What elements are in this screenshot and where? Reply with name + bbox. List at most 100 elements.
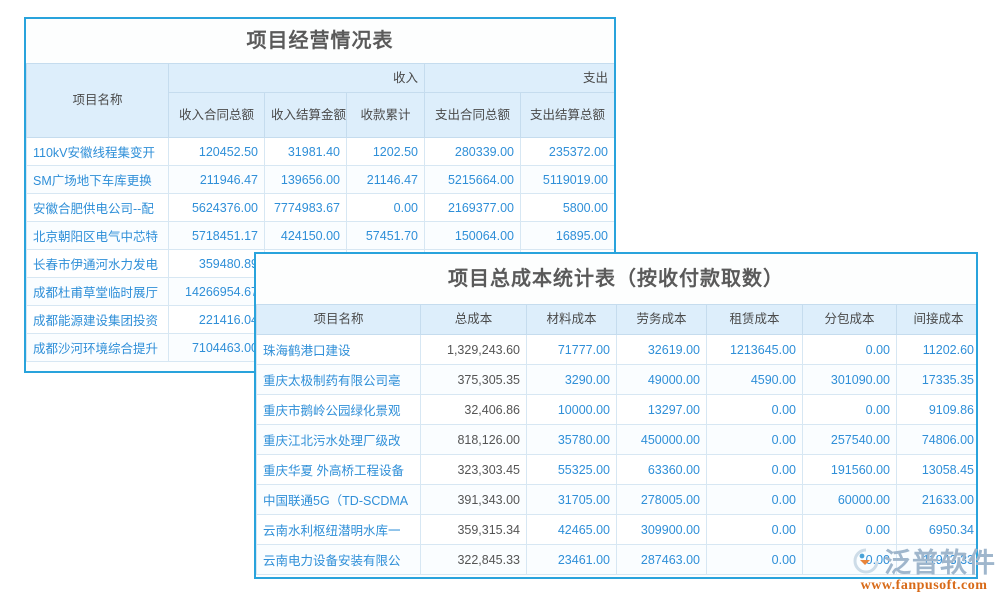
table-row[interactable]: 110kV安徽线程集变开 120452.50 31981.40 1202.50 2803… (26, 137, 614, 166)
report1-cell-value: 0.00 (346, 193, 425, 222)
report1-cell-value: 139656.00 (264, 165, 347, 194)
table-row[interactable]: 安徽合肥供电公司--配 5624376.00 7774983.67 0.00 21693… (26, 193, 614, 222)
report2-cell-project-name[interactable]: 重庆华夏 外高桥工程设备 (256, 454, 421, 485)
report2-cell-value: 13058.45 (896, 454, 976, 485)
report1-sub-header-row: 收入合同总额 收入结算金额 收款累计 支出合同总额 支出结算总额 (27, 92, 614, 138)
report1-cell-value: 221416.04 (168, 305, 265, 334)
report2-cell-value: 55325.00 (526, 454, 617, 485)
report1-cell-value: 14266954.67 (168, 277, 265, 306)
report1-cell-value: 5215664.00 (424, 165, 521, 194)
report2-cell-value: 17335.35 (896, 364, 976, 395)
table-row[interactable]: 重庆江北污水处理厂级改 818,126.00 35780.00 450000.00 0.… (256, 424, 976, 455)
report1-title: 项目经营情况表 (26, 19, 614, 63)
report1-cell-value: 359480.89 (168, 249, 265, 278)
report1-cell-project-name[interactable]: 成都能源建设集团投资 (26, 305, 169, 334)
table-row[interactable]: 重庆市鹅岭公园绿化景观 32,406.86 10000.00 13297.00 0.00… (256, 394, 976, 425)
report2-cell-project-name[interactable]: 重庆市鹅岭公园绿化景观 (256, 394, 421, 425)
report2-col-material-cost: 材料成本 (526, 304, 617, 335)
report1-cell-value: 235372.00 (519, 137, 614, 166)
report2-cell-value: 323,303.45 (420, 454, 527, 485)
report2-cell-project-name[interactable]: 云南水利枢纽潜明水库一 (256, 514, 421, 545)
report2-cell-value: 0.00 (706, 484, 803, 515)
report1-cell-value: 7104463.00 (168, 333, 265, 362)
report2-cell-value: 0.00 (706, 394, 803, 425)
report2-cell-value: 74806.00 (896, 424, 976, 455)
report1-col-receipt-cumulative: 收款累计 (346, 92, 425, 138)
report2-col-total-cost: 总成本 (420, 304, 527, 335)
report2-cell-value: 309900.00 (616, 514, 707, 545)
report1-group-income: 收入 (168, 63, 425, 93)
table-row[interactable]: 北京朝阳区电气中芯特 5718451.17 424150.00 57451.70 150… (26, 221, 614, 250)
project-total-cost-report-panel: 项目总成本统计表（按收付款取数） 项目名称 总成本 材料成本 劳务成本 租赁成本… (254, 252, 978, 579)
report2-cell-value: 11943.33 (896, 544, 976, 575)
table-row[interactable]: 云南电力设备安装有限公 322,845.33 23461.00 287463.00 0.… (256, 544, 976, 575)
report1-cell-project-name[interactable]: SM广场地下车库更换 (26, 165, 169, 194)
report2-cell-value: 32619.00 (616, 334, 707, 365)
report2-cell-value: 301090.00 (802, 364, 897, 395)
report1-group-expense: 支出 (423, 63, 614, 93)
report1-col-expense-settle-total: 支出结算总额 (519, 92, 614, 138)
report1-cell-value: 150064.00 (424, 221, 521, 250)
report1-cell-value: 211946.47 (168, 165, 265, 194)
report1-cell-project-name[interactable]: 成都沙河环境综合提升 (26, 333, 169, 362)
report2-cell-project-name[interactable]: 珠海鹤港口建设 (256, 334, 421, 365)
report1-cell-project-name[interactable]: 北京朝阳区电气中芯特 (26, 221, 169, 250)
report2-title: 项目总成本统计表（按收付款取数） (256, 254, 976, 304)
report1-cell-value: 2169377.00 (424, 193, 521, 222)
report1-col-income-contract-total: 收入合同总额 (168, 92, 265, 138)
report1-cell-project-name[interactable]: 110kV安徽线程集变开 (26, 137, 169, 166)
report1-cell-value: 5800.00 (519, 193, 614, 222)
report2-cell-value: 23461.00 (526, 544, 617, 575)
report2-cell-value: 35780.00 (526, 424, 617, 455)
report2-cell-value: 42465.00 (526, 514, 617, 545)
report2-cell-value: 0.00 (706, 544, 803, 575)
report2-cell-value: 3290.00 (526, 364, 617, 395)
report2-cell-value: 6950.34 (896, 514, 976, 545)
table-row[interactable]: SM广场地下车库更换 211946.47 139656.00 21146.47 5215… (26, 165, 614, 194)
report2-col-labor-cost: 劳务成本 (616, 304, 707, 335)
report1-col-income-settle-amount: 收入结算金额 (264, 92, 347, 138)
report1-cell-value: 5624376.00 (168, 193, 265, 222)
report2-cell-value: 0.00 (706, 424, 803, 455)
report2-col-indirect-cost: 间接成本 (896, 304, 976, 335)
table-row[interactable]: 重庆华夏 外高桥工程设备 323,303.45 55325.00 63360.00 0.… (256, 454, 976, 485)
table-row[interactable]: 中国联通5G（TD-SCDMA 391,343.00 31705.00 278005.… (256, 484, 976, 515)
report2-cell-value: 450000.00 (616, 424, 707, 455)
report2-cell-value: 359,315.34 (420, 514, 527, 545)
report2-cell-value: 49000.00 (616, 364, 707, 395)
report1-cell-value: 1202.50 (346, 137, 425, 166)
report2-cell-value: 0.00 (706, 514, 803, 545)
report1-cell-value: 31981.40 (264, 137, 347, 166)
report2-cell-project-name[interactable]: 中国联通5G（TD-SCDMA (256, 484, 421, 515)
report2-cell-value: 391,343.00 (420, 484, 527, 515)
report2-cell-value: 322,845.33 (420, 544, 527, 575)
table-row[interactable]: 重庆太极制药有限公司亳 375,305.35 3290.00 49000.00 4590… (256, 364, 976, 395)
report2-cell-project-name[interactable]: 云南电力设备安装有限公 (256, 544, 421, 575)
report2-cell-value: 31705.00 (526, 484, 617, 515)
report1-cell-value: 16895.00 (519, 221, 614, 250)
table-row[interactable]: 云南水利枢纽潜明水库一 359,315.34 42465.00 309900.00 0.… (256, 514, 976, 545)
report2-col-lease-cost: 租赁成本 (706, 304, 803, 335)
report1-cell-project-name[interactable]: 长春市伊通河水力发电 (26, 249, 169, 278)
report2-cell-project-name[interactable]: 重庆江北污水处理厂级改 (256, 424, 421, 455)
report1-cell-project-name[interactable]: 成都杜甫草堂临时展厅 (26, 277, 169, 306)
report1-cell-value: 5718451.17 (168, 221, 265, 250)
report1-cell-value: 21146.47 (346, 165, 425, 194)
report1-cell-value: 424150.00 (264, 221, 347, 250)
watermark-url-text: www.fanpusoft.com (860, 578, 988, 593)
report1-col-expense-contract-total: 支出合同总额 (424, 92, 521, 138)
report2-cell-value: 375,305.35 (420, 364, 527, 395)
report2-cell-value: 191560.00 (802, 454, 897, 485)
report1-cell-project-name[interactable]: 安徽合肥供电公司--配 (26, 193, 169, 222)
table-row[interactable]: 珠海鹤港口建设 1,329,243.60 71777.00 32619.00 12136… (256, 334, 976, 365)
report2-thead: 项目名称 总成本 材料成本 劳务成本 租赁成本 分包成本 间接成本 (256, 304, 976, 335)
report2-header-row: 项目名称 总成本 材料成本 劳务成本 租赁成本 分包成本 间接成本 (256, 304, 976, 335)
report2-cell-value: 278005.00 (616, 484, 707, 515)
report2-cell-project-name[interactable]: 重庆太极制药有限公司亳 (256, 364, 421, 395)
report2-cell-value: 0.00 (802, 334, 897, 365)
report1-thead: 项目名称 收入 支出 收入合同总额 收入结算金额 收款累计 支出合同总额 支出结… (26, 63, 614, 138)
report2-table: 项目名称 总成本 材料成本 劳务成本 租赁成本 分包成本 间接成本 珠海鹤港口建… (256, 304, 976, 575)
report2-cell-value: 71777.00 (526, 334, 617, 365)
report2-cell-value: 818,126.00 (420, 424, 527, 455)
